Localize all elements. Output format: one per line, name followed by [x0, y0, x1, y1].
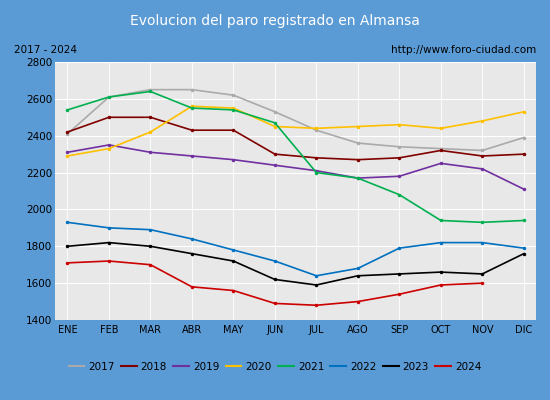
Text: http://www.foro-ciudad.com: http://www.foro-ciudad.com: [391, 45, 536, 55]
Text: 2017 - 2024: 2017 - 2024: [14, 45, 76, 55]
Legend: 2017, 2018, 2019, 2020, 2021, 2022, 2023, 2024: 2017, 2018, 2019, 2020, 2021, 2022, 2023…: [64, 358, 486, 376]
Text: Evolucion del paro registrado en Almansa: Evolucion del paro registrado en Almansa: [130, 14, 420, 28]
